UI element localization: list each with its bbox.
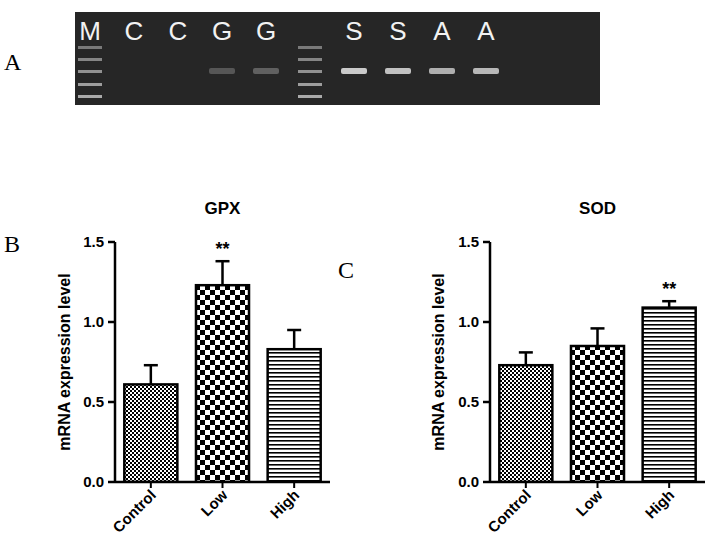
y-tick-label: 1.5 — [83, 233, 104, 250]
plot-marks — [499, 301, 695, 482]
ladder-band — [78, 58, 102, 61]
lane-label: C — [125, 16, 144, 46]
y-tick-label: 1.0 — [83, 313, 104, 330]
bar — [499, 365, 552, 482]
y-axis-label: mRNA expression level — [56, 273, 73, 450]
sample-band — [473, 68, 499, 74]
y-axis — [114, 242, 117, 482]
lane-label: M — [79, 16, 101, 46]
y-tick-label: 1.0 — [458, 313, 479, 330]
error-bar — [216, 261, 230, 285]
bar — [268, 349, 321, 482]
x-tick-label: High — [642, 486, 678, 522]
y-tick — [108, 481, 115, 484]
y-tick — [108, 401, 115, 404]
y-tick — [108, 321, 115, 324]
x-tick-label: Low — [197, 486, 230, 519]
error-stem — [525, 352, 528, 365]
error-stem — [596, 328, 599, 346]
x-axis — [115, 481, 330, 484]
error-bar — [144, 365, 158, 384]
ladder-band — [298, 83, 322, 86]
lane-label: C — [169, 16, 188, 46]
error-bar — [519, 352, 533, 365]
error-cap — [662, 300, 676, 303]
ladder-band — [298, 46, 322, 49]
lane-label: S — [389, 16, 406, 46]
error-cap — [519, 351, 533, 354]
y-axis-label: mRNA expression level — [430, 273, 447, 450]
figure: AMCCGGSSAABGPXmRNA expression levelContr… — [0, 0, 716, 560]
ladder-band — [78, 83, 102, 86]
error-cap — [591, 327, 605, 330]
error-cap — [144, 364, 158, 367]
y-tick — [483, 481, 490, 484]
y-tick — [483, 241, 490, 244]
error-bar — [287, 330, 301, 349]
ladder-band — [78, 46, 102, 49]
ladder-band — [78, 95, 102, 98]
sample-band — [385, 68, 411, 74]
error-stem — [221, 261, 224, 285]
y-axis — [489, 242, 492, 482]
bar — [196, 285, 249, 482]
x-axis — [490, 481, 705, 484]
chart-title: SOD — [579, 199, 616, 218]
y-tick-label: 0.5 — [83, 393, 104, 410]
ladder-band — [78, 70, 102, 73]
error-cap — [287, 329, 301, 332]
y-tick-label: 1.5 — [458, 233, 479, 250]
sample-band — [429, 68, 455, 74]
sample-band — [341, 68, 367, 74]
y-tick-label: 0.5 — [458, 393, 479, 410]
chart-title: GPX — [205, 199, 242, 218]
ladder-band — [298, 70, 322, 73]
error-stem — [150, 365, 153, 384]
bar — [124, 384, 177, 482]
significance: ** — [662, 279, 676, 299]
x-tick-label: Control — [109, 486, 159, 536]
bar — [643, 308, 696, 482]
lane-label: S — [345, 16, 362, 46]
lane-label: G — [212, 16, 232, 46]
x-tick-label: High — [267, 486, 303, 522]
ladder-band — [298, 58, 322, 61]
y-tick-label: 0.0 — [83, 473, 104, 490]
error-stem — [293, 330, 296, 349]
panel-label: B — [4, 231, 20, 257]
error-bar — [591, 328, 605, 346]
lane-label: G — [256, 16, 276, 46]
lane-label: A — [433, 16, 451, 46]
panel-label: A — [4, 49, 22, 75]
chart: C SOD mRNA expression level Control Low ** Hig… — [338, 199, 705, 536]
lane-label: A — [477, 16, 495, 46]
bar — [571, 346, 624, 482]
x-tick-label: Low — [572, 486, 605, 519]
y-tick — [483, 321, 490, 324]
plot-marks — [124, 261, 320, 482]
sample-band — [253, 68, 279, 74]
chart: B GPX mRNA expression level Control ** Low Hig… — [4, 199, 330, 536]
significance: ** — [215, 239, 229, 259]
gel-background — [75, 12, 600, 105]
error-bar — [662, 301, 676, 307]
x-tick-label: Control — [484, 486, 534, 536]
ladder-band — [298, 95, 322, 98]
sample-band — [209, 68, 235, 74]
panel-label: C — [338, 257, 354, 283]
y-tick — [483, 401, 490, 404]
error-cap — [216, 260, 230, 263]
y-tick-label: 0.0 — [458, 473, 479, 490]
y-tick — [108, 241, 115, 244]
